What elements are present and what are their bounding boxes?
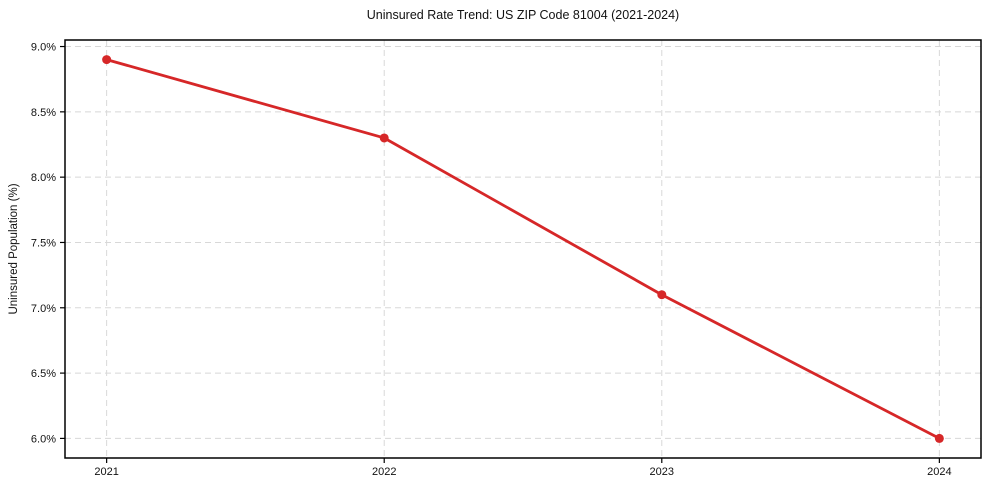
x-tick-label: 2024 [927, 466, 951, 478]
x-tick-label: 2023 [650, 466, 674, 478]
trend-line [105, 58, 941, 440]
data-point [102, 55, 112, 65]
data-point [934, 433, 944, 443]
y-axis-label: Uninsured Population (%) [8, 183, 20, 315]
chart-title: Uninsured Rate Trend: US ZIP Code 81004 … [366, 8, 680, 22]
y-tick-label: 6.0% [31, 433, 56, 445]
plot-border [64, 39, 982, 459]
y-tick-label: 8.5% [31, 107, 56, 119]
x-tick-label: 2021 [94, 466, 118, 478]
x-tick-label: 2022 [372, 466, 396, 478]
data-point [657, 290, 667, 300]
y-tick-label: 7.0% [31, 303, 56, 315]
data-point [379, 133, 389, 143]
y-tick-label: 8.0% [31, 172, 56, 184]
y-tick-label: 6.5% [31, 368, 56, 380]
y-tick-label: 7.5% [31, 237, 56, 249]
y-tick-label: 9.0% [31, 42, 56, 54]
